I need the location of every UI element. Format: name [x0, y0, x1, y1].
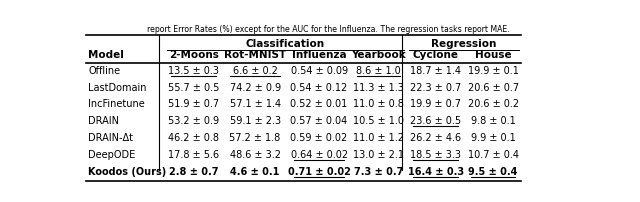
Text: 55.7 ± 0.5: 55.7 ± 0.5: [168, 83, 220, 93]
Text: 11.3 ± 1.3: 11.3 ± 1.3: [353, 83, 404, 93]
Text: 17.8 ± 5.6: 17.8 ± 5.6: [168, 150, 219, 160]
Text: DRAIN-Δt: DRAIN-Δt: [88, 133, 133, 143]
Text: 11.0 ± 1.2: 11.0 ± 1.2: [353, 133, 404, 143]
Text: 16.4 ± 0.3: 16.4 ± 0.3: [408, 167, 464, 177]
Text: 53.2 ± 0.9: 53.2 ± 0.9: [168, 116, 219, 126]
Text: 9.9 ± 0.1: 9.9 ± 0.1: [471, 133, 516, 143]
Text: 51.9 ± 0.7: 51.9 ± 0.7: [168, 100, 219, 109]
Text: 8.6 ± 1.0: 8.6 ± 1.0: [356, 66, 401, 76]
Text: 11.0 ± 0.8: 11.0 ± 0.8: [353, 100, 404, 109]
Text: 0.54 ± 0.09: 0.54 ± 0.09: [291, 66, 348, 76]
Text: report Error Rates (%) except for the AUC for the Influenza. The regression task: report Error Rates (%) except for the AU…: [147, 25, 509, 34]
Text: 7.3 ± 0.7: 7.3 ± 0.7: [354, 167, 403, 177]
Text: 20.6 ± 0.7: 20.6 ± 0.7: [468, 83, 519, 93]
Text: 2-Moons: 2-Moons: [169, 50, 218, 60]
Text: 19.9 ± 0.7: 19.9 ± 0.7: [410, 100, 461, 109]
Text: 26.2 ± 4.6: 26.2 ± 4.6: [410, 133, 461, 143]
Text: 0.57 ± 0.04: 0.57 ± 0.04: [291, 116, 348, 126]
Text: 57.2 ± 1.8: 57.2 ± 1.8: [230, 133, 281, 143]
Text: 13.0 ± 2.1: 13.0 ± 2.1: [353, 150, 404, 160]
Text: Influenza: Influenza: [292, 50, 346, 60]
Text: 0.54 ± 0.12: 0.54 ± 0.12: [291, 83, 348, 93]
Text: 57.1 ± 1.4: 57.1 ± 1.4: [230, 100, 281, 109]
Text: Cyclone: Cyclone: [413, 50, 459, 60]
Text: 4.6 ± 0.1: 4.6 ± 0.1: [230, 167, 280, 177]
Text: House: House: [475, 50, 511, 60]
Text: 46.2 ± 0.8: 46.2 ± 0.8: [168, 133, 219, 143]
Text: 2.8 ± 0.7: 2.8 ± 0.7: [169, 167, 218, 177]
Text: IncFinetune: IncFinetune: [88, 100, 145, 109]
Text: 6.6 ± 0.2: 6.6 ± 0.2: [233, 66, 278, 76]
Text: Model: Model: [88, 50, 124, 60]
Text: Rot-MNIST: Rot-MNIST: [224, 50, 286, 60]
Text: DRAIN: DRAIN: [88, 116, 120, 126]
Text: 10.5 ± 1.0: 10.5 ± 1.0: [353, 116, 404, 126]
Text: 23.6 ± 0.5: 23.6 ± 0.5: [410, 116, 461, 126]
Text: 22.3 ± 0.7: 22.3 ± 0.7: [410, 83, 461, 93]
Text: 18.7 ± 1.4: 18.7 ± 1.4: [410, 66, 461, 76]
Text: Regression: Regression: [431, 39, 497, 49]
Text: 48.6 ± 3.2: 48.6 ± 3.2: [230, 150, 280, 160]
Text: 9.5 ± 0.4: 9.5 ± 0.4: [468, 167, 518, 177]
Text: 59.1 ± 2.3: 59.1 ± 2.3: [230, 116, 281, 126]
Text: 18.5 ± 3.3: 18.5 ± 3.3: [410, 150, 461, 160]
Text: Yearbook: Yearbook: [351, 50, 406, 60]
Text: 9.8 ± 0.1: 9.8 ± 0.1: [471, 116, 516, 126]
Text: 19.9 ± 0.1: 19.9 ± 0.1: [468, 66, 518, 76]
Text: DeepODE: DeepODE: [88, 150, 136, 160]
Text: 13.5 ± 0.3: 13.5 ± 0.3: [168, 66, 219, 76]
Text: Koodos (Ours): Koodos (Ours): [88, 167, 166, 177]
Text: Classification: Classification: [246, 39, 325, 49]
Text: 0.59 ± 0.02: 0.59 ± 0.02: [291, 133, 348, 143]
Text: 20.6 ± 0.2: 20.6 ± 0.2: [468, 100, 519, 109]
Text: 10.7 ± 0.4: 10.7 ± 0.4: [468, 150, 518, 160]
Text: 0.52 ± 0.01: 0.52 ± 0.01: [291, 100, 348, 109]
Text: Offline: Offline: [88, 66, 120, 76]
Text: 0.64 ± 0.02: 0.64 ± 0.02: [291, 150, 348, 160]
Text: 0.71 ± 0.02: 0.71 ± 0.02: [287, 167, 351, 177]
Text: LastDomain: LastDomain: [88, 83, 147, 93]
Text: 74.2 ± 0.9: 74.2 ± 0.9: [230, 83, 281, 93]
